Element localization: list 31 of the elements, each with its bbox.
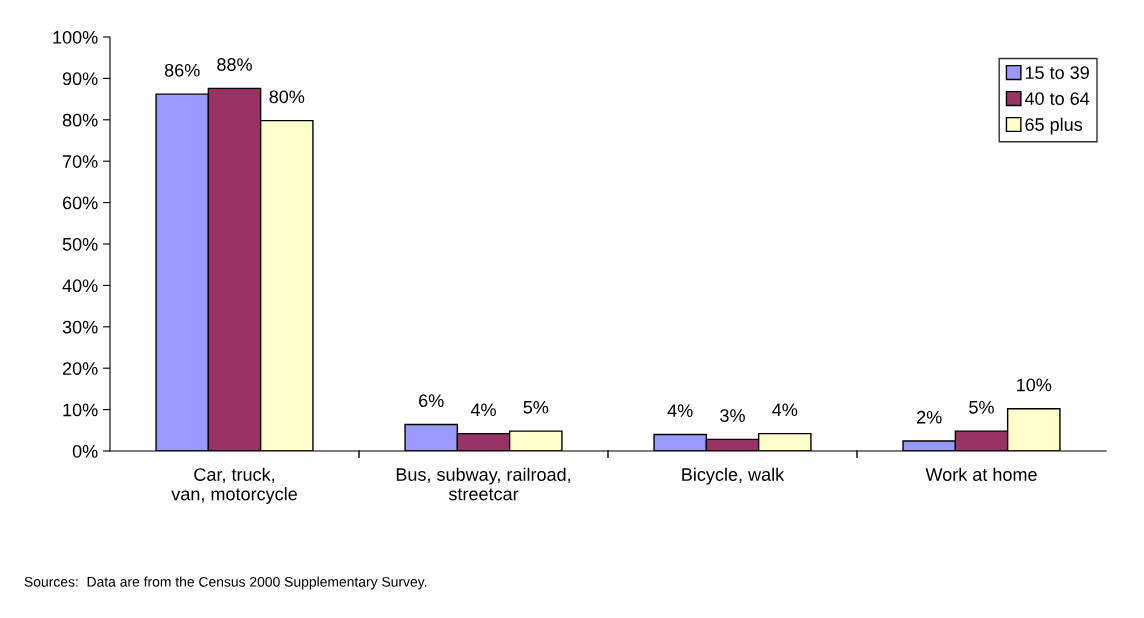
data-label: 4%	[470, 403, 496, 417]
legend-label: 65 plus	[1025, 117, 1083, 135]
x-tick-label: Car, truck, van, motorcycle	[171, 467, 297, 504]
data-label: 86%	[164, 63, 200, 77]
data-label: 5%	[523, 400, 549, 414]
legend-label: 40 to 64	[1024, 92, 1090, 105]
data-label: 4%	[667, 404, 693, 417]
y-tick-label: 10%	[63, 403, 98, 417]
y-tick-label: 0%	[72, 444, 98, 458]
y-tick-label: 50%	[62, 237, 98, 251]
data-label: 88%	[217, 58, 252, 71]
data-label: 10%	[1017, 378, 1052, 392]
y-tick-label: 80%	[62, 113, 98, 127]
data-label: 6%	[419, 394, 444, 408]
data-label: 5%	[969, 400, 994, 414]
x-tick-label: Work at home	[925, 467, 1037, 481]
y-tick-label: 30%	[62, 320, 98, 334]
x-tick-label: Bus, subway, railroad, streetcar	[396, 467, 571, 501]
y-tick-label: 70%	[62, 155, 98, 168]
source-note: Sources: Data are from the Census 2000 Supplementary Survey.	[24, 576, 427, 590]
x-tick-label: Bicycle, walk	[682, 467, 785, 485]
data-label: 3%	[720, 409, 745, 422]
data-label: 80%	[269, 90, 305, 104]
y-tick-label: 100%	[53, 30, 98, 44]
y-tick-label: 60%	[62, 196, 98, 210]
y-tick-label: 20%	[62, 362, 98, 375]
data-label: 2%	[917, 410, 942, 424]
data-label: 4%	[772, 403, 798, 417]
legend-label: 15 to 39	[1025, 66, 1089, 80]
y-tick-label: 90%	[62, 72, 98, 86]
y-tick-label: 40%	[62, 279, 98, 293]
